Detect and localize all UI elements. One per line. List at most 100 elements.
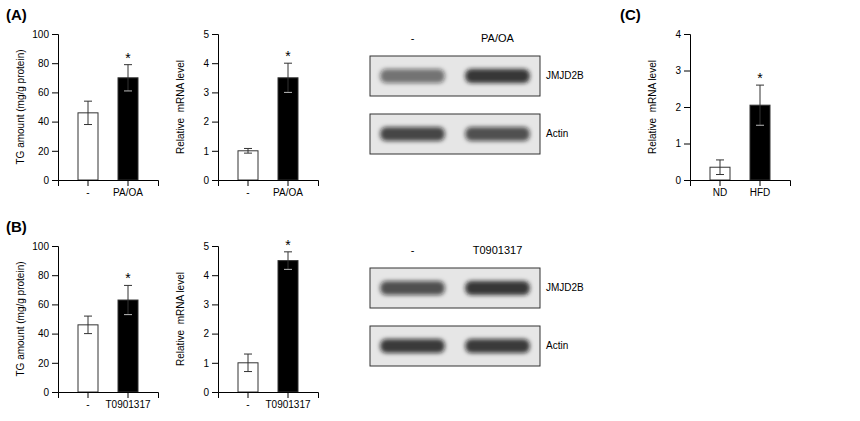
tick-label: 60 xyxy=(38,299,50,310)
tick-mark xyxy=(52,246,58,247)
tick-label: 1 xyxy=(675,138,681,149)
y-tick: 1 xyxy=(675,138,690,149)
error-line xyxy=(88,101,89,124)
x-tick: - xyxy=(86,392,89,410)
tick-label: T0901317 xyxy=(105,399,150,410)
error-cap xyxy=(84,124,92,125)
y-tick: 3 xyxy=(675,65,690,76)
y-tick: 60 xyxy=(38,87,58,98)
y-axis: 020406080100 xyxy=(32,29,58,186)
tick-label: 1 xyxy=(203,146,209,157)
lane-label: - xyxy=(411,32,415,44)
error-cap xyxy=(244,371,252,372)
tick-label: 5 xyxy=(203,29,209,40)
tick-mark xyxy=(288,392,289,398)
tick-mark xyxy=(88,392,89,398)
y-axis: 012345 xyxy=(203,29,218,186)
tick-mark xyxy=(212,392,218,393)
error-cap xyxy=(244,153,252,154)
tick-label: 1 xyxy=(203,358,209,369)
error-line xyxy=(88,316,89,334)
x-tick: PA/OA xyxy=(113,180,143,198)
tick-mark xyxy=(52,334,58,335)
error-bar xyxy=(284,252,292,270)
bar-chart: 020406080100-T0901317TG amount (mg/g pro… xyxy=(15,241,159,410)
annotation: * xyxy=(125,50,131,66)
blot-frame xyxy=(370,114,540,154)
tick-label: 2 xyxy=(675,102,681,113)
tick-mark xyxy=(212,275,218,276)
error-cap xyxy=(124,314,132,315)
tick-mark xyxy=(720,180,721,186)
blot-band xyxy=(465,339,530,353)
plot-area xyxy=(78,65,138,180)
error-cap xyxy=(756,125,764,126)
bar xyxy=(118,78,138,180)
blot-frame xyxy=(370,56,540,96)
x-axis: NDHFD xyxy=(691,180,791,198)
tick-label: 4 xyxy=(675,29,681,40)
error-cap xyxy=(244,148,252,149)
y-tick: 100 xyxy=(32,241,58,252)
tick-mark xyxy=(52,180,58,181)
tick-mark xyxy=(52,363,58,364)
lane-label: PA/OA xyxy=(481,32,514,44)
tick-label: 5 xyxy=(203,241,209,252)
plot-area xyxy=(78,285,138,392)
y-axis: 020406080100 xyxy=(32,241,58,398)
bar-chart: 012345-T0901317Relative mRNA level* xyxy=(175,237,319,410)
plot-area xyxy=(238,252,298,392)
tick-mark xyxy=(684,71,690,72)
tick-label: - xyxy=(86,399,89,410)
y-axis: 012345 xyxy=(203,241,218,398)
band-label: JMJD2B xyxy=(546,70,584,81)
y-tick: 4 xyxy=(203,270,218,281)
error-cap xyxy=(284,92,292,93)
blot: -T0901317JMJD2BActin xyxy=(370,244,584,366)
tick-mark xyxy=(760,180,761,186)
y-axis-label: TG amount (mg/g protein) xyxy=(15,261,26,376)
tick-mark xyxy=(684,180,690,181)
error-line xyxy=(248,148,249,153)
tick-mark xyxy=(248,180,249,186)
tick-label: 20 xyxy=(38,358,50,369)
x-axis: -PA/OA xyxy=(219,180,319,198)
y-tick: 0 xyxy=(675,175,690,186)
blot-frame xyxy=(370,326,540,366)
y-axis-label: Relative mRNA level xyxy=(175,272,186,366)
y-tick: 2 xyxy=(203,116,218,127)
tick-label: 0 xyxy=(43,387,49,398)
error-cap xyxy=(284,269,292,270)
axis-line xyxy=(212,35,219,181)
y-tick: 4 xyxy=(675,29,690,40)
y-tick: 80 xyxy=(38,270,58,281)
y-axis-label: Relative mRNA level xyxy=(175,60,186,154)
tick-mark xyxy=(212,34,218,35)
blot-band xyxy=(380,69,445,83)
tick-label: 0 xyxy=(203,175,209,186)
axis-line xyxy=(59,393,159,399)
y-tick: 3 xyxy=(203,87,218,98)
tick-label: HFD xyxy=(750,187,771,198)
tick-mark xyxy=(52,122,58,123)
tick-mark xyxy=(52,151,58,152)
error-bar xyxy=(124,285,132,314)
tick-mark xyxy=(52,392,58,393)
x-tick: T0901317 xyxy=(265,392,310,410)
y-axis-label: TG amount (mg/g protein) xyxy=(15,49,26,164)
blot-band xyxy=(380,281,445,295)
axis-line xyxy=(684,35,691,181)
axis-line xyxy=(212,247,219,393)
error-cap xyxy=(84,316,92,317)
y-tick: 100 xyxy=(32,29,58,40)
x-tick: - xyxy=(246,180,249,198)
tick-mark xyxy=(212,363,218,364)
blot-band xyxy=(465,127,530,141)
x-tick: - xyxy=(246,392,249,410)
y-tick: 20 xyxy=(38,358,58,369)
bar xyxy=(78,325,98,392)
tick-mark xyxy=(684,107,690,108)
error-bar xyxy=(284,63,292,92)
x-tick: - xyxy=(86,180,89,198)
axis-line xyxy=(52,35,59,181)
